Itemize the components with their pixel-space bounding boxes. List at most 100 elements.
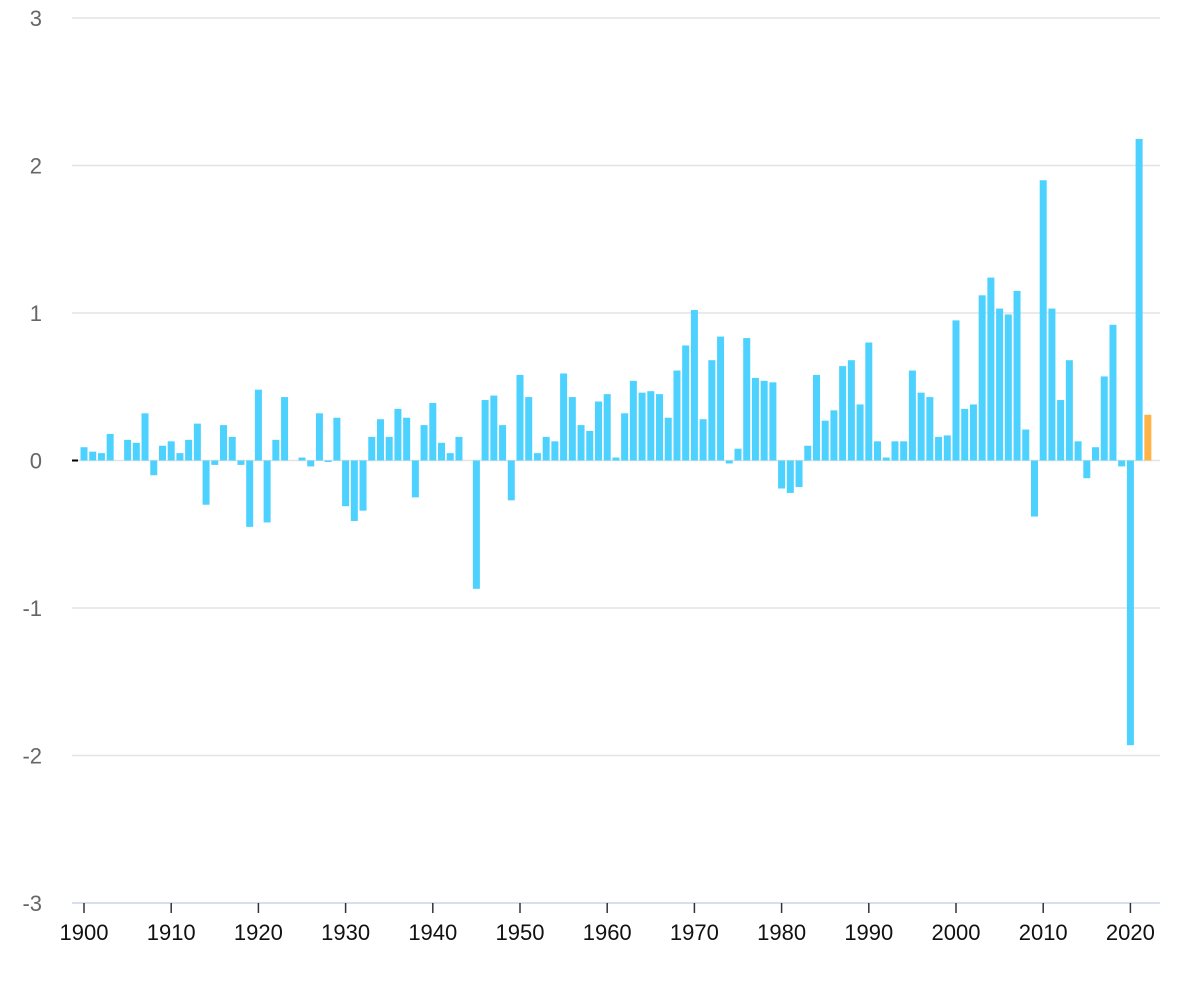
bar: [342, 460, 350, 507]
y-tick-label: 3: [30, 6, 42, 31]
bar: [315, 413, 323, 461]
bar: [690, 310, 698, 461]
bar: [673, 370, 681, 461]
bar: [455, 436, 463, 461]
bar: [629, 380, 637, 461]
bar: [847, 360, 855, 461]
bar: [394, 408, 402, 461]
bar: [891, 441, 899, 461]
bar: [943, 435, 951, 461]
bar: [1030, 460, 1038, 517]
bar: [106, 433, 114, 461]
bar: [969, 404, 977, 461]
bar: [167, 441, 175, 461]
bar: [246, 460, 254, 527]
bar: [708, 360, 716, 461]
y-axis-labels: 3 2 1 0 -1 -2 -3: [22, 6, 42, 916]
bars: [72, 138, 1152, 746]
x-tick-label: 1990: [844, 920, 893, 945]
bar: [856, 404, 864, 461]
bar: [1092, 447, 1100, 461]
bar: [333, 417, 341, 461]
bar: [376, 419, 384, 461]
bar: [141, 413, 149, 461]
bar: [429, 402, 437, 461]
bar: [420, 425, 428, 461]
x-tick-label: 2020: [1106, 920, 1155, 945]
bar: [499, 425, 507, 461]
bar: [586, 431, 594, 461]
bar: [577, 425, 585, 461]
bar: [324, 460, 332, 462]
bar: [839, 366, 847, 461]
bar: [725, 460, 733, 464]
bar: [978, 295, 986, 461]
bar: [743, 338, 751, 461]
bar: [176, 453, 184, 461]
bar: [472, 460, 480, 589]
bar: [542, 436, 550, 461]
bar: [202, 460, 210, 505]
bar: [1048, 308, 1056, 461]
x-tick-label: 1950: [496, 920, 545, 945]
bar: [804, 445, 812, 461]
x-tick-label: 1920: [234, 920, 283, 945]
bar: [926, 397, 934, 461]
bar: [211, 460, 219, 465]
bar: [385, 436, 393, 461]
bar: [490, 395, 498, 461]
bar: [263, 460, 271, 523]
bar: [656, 394, 664, 461]
x-tick-label: 1970: [670, 920, 719, 945]
x-tick-label: 1900: [60, 920, 109, 945]
bar: [507, 460, 515, 501]
bar: [220, 425, 228, 461]
bar: [516, 374, 524, 461]
bar: [1039, 180, 1047, 461]
bar: [830, 410, 838, 461]
bar: [1083, 460, 1091, 479]
bar: [1065, 360, 1073, 461]
bar: [996, 308, 1004, 461]
bar: [1109, 324, 1117, 461]
bar: [621, 413, 629, 461]
bar: [228, 436, 236, 461]
bar: [603, 394, 611, 461]
bar: [568, 397, 576, 461]
bar: [908, 370, 916, 461]
bar: [682, 345, 690, 461]
y-tick-label: -1: [22, 596, 42, 621]
y-tick-label: 1: [30, 301, 42, 326]
bar: [594, 401, 602, 461]
x-tick-label: 1910: [147, 920, 196, 945]
bar: [481, 400, 489, 461]
bar: [1074, 441, 1082, 461]
bar: [760, 380, 768, 461]
bar: [882, 457, 890, 461]
bar: [1118, 460, 1126, 467]
bar: [446, 453, 454, 461]
bar: [533, 453, 541, 461]
bar: [961, 408, 969, 461]
bar: [812, 374, 820, 461]
bar: [699, 419, 707, 461]
bar: [935, 436, 943, 461]
bar: [795, 460, 803, 488]
x-tick-label: 1980: [757, 920, 806, 945]
y-tick-label: -3: [22, 891, 42, 916]
bar: [786, 460, 794, 493]
x-tick-label: 2010: [1019, 920, 1068, 945]
bar: [917, 392, 925, 461]
bar: [769, 382, 777, 461]
bar: [359, 460, 367, 511]
grid-lines: [72, 17, 1160, 757]
bar: [952, 320, 960, 461]
bar: [281, 397, 289, 461]
bar: [664, 417, 672, 461]
bar: [124, 439, 132, 461]
bar: [89, 451, 97, 461]
x-tick-label: 1930: [321, 920, 370, 945]
bar: [1100, 376, 1108, 461]
bar: [865, 342, 873, 461]
bar: [185, 439, 193, 461]
